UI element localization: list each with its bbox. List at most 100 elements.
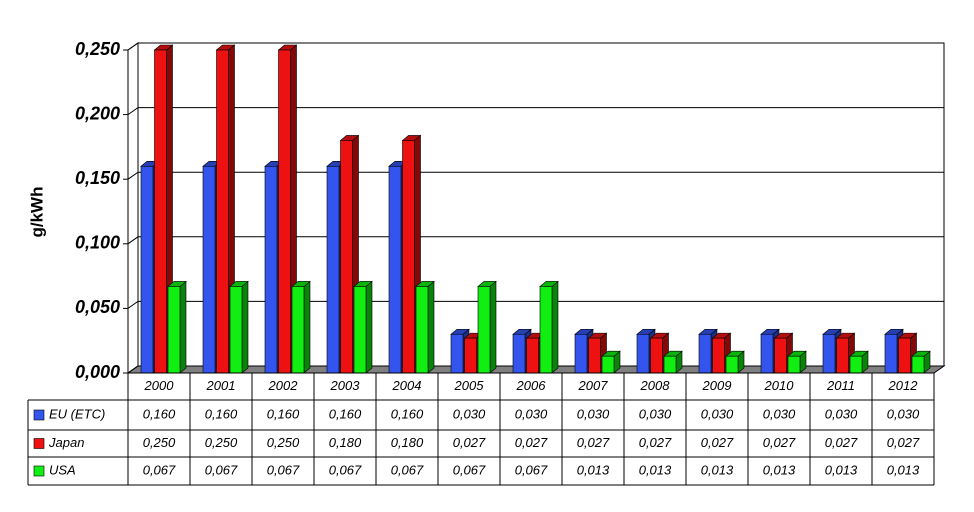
table-value: 0,027 xyxy=(701,435,734,450)
y-tick-label: 0,000 xyxy=(75,362,120,382)
x-tick-label: 2011 xyxy=(826,378,855,393)
bar xyxy=(167,286,181,374)
table-value: 0,067 xyxy=(267,462,300,477)
x-tick-label: 2004 xyxy=(392,378,422,393)
table-value: 0,180 xyxy=(329,435,362,450)
table-value: 0,160 xyxy=(391,406,424,421)
x-tick-label: 2010 xyxy=(764,378,795,393)
bar xyxy=(601,355,615,374)
bar xyxy=(774,337,787,374)
bar xyxy=(588,337,601,374)
x-tick-label: 2005 xyxy=(454,378,485,393)
x-tick-label: 2012 xyxy=(888,378,919,393)
legend-label: USA xyxy=(49,462,76,477)
table-value: 0,067 xyxy=(453,462,486,477)
grid-line xyxy=(127,107,944,116)
bar xyxy=(884,333,898,374)
bar xyxy=(353,286,367,374)
bar-side xyxy=(241,280,249,374)
table-value: 0,067 xyxy=(515,462,548,477)
table-value: 0,067 xyxy=(143,462,176,477)
bar xyxy=(849,355,863,374)
bar xyxy=(464,337,477,374)
table-value: 0,030 xyxy=(887,406,920,421)
y-axis-label: g/kWh xyxy=(27,187,46,238)
bar xyxy=(278,49,291,374)
bar xyxy=(911,355,925,374)
legend-label: Japan xyxy=(48,435,84,450)
bar-side xyxy=(365,280,373,374)
bar-side xyxy=(303,280,311,374)
bar xyxy=(663,355,677,374)
bar xyxy=(402,140,415,374)
grid-line xyxy=(127,171,944,180)
table-value: 0,013 xyxy=(763,462,796,477)
table-value: 0,250 xyxy=(267,435,300,450)
x-tick-label: 2003 xyxy=(330,378,361,393)
table-value: 0,013 xyxy=(825,462,858,477)
bar xyxy=(264,165,278,374)
table-value: 0,027 xyxy=(887,435,920,450)
y-tick-label: 0,050 xyxy=(75,297,120,317)
bar xyxy=(898,337,911,374)
bar xyxy=(698,333,712,374)
table-value: 0,013 xyxy=(639,462,672,477)
table-value: 0,027 xyxy=(763,435,796,450)
legend-swatch xyxy=(33,465,45,477)
table-value: 0,067 xyxy=(205,462,238,477)
bar xyxy=(539,286,553,374)
bar xyxy=(216,49,229,374)
x-tick-label: 2009 xyxy=(702,378,732,393)
bar xyxy=(512,333,526,374)
bar xyxy=(836,337,849,374)
legend-swatch xyxy=(33,438,45,449)
x-tick-label: 2008 xyxy=(640,378,671,393)
bar xyxy=(291,286,305,374)
table-value: 0,013 xyxy=(887,462,920,477)
bar xyxy=(712,337,725,374)
x-tick-label: 2002 xyxy=(268,378,299,393)
table-value: 0,027 xyxy=(515,435,548,450)
table-value: 0,250 xyxy=(205,435,238,450)
grid-line xyxy=(127,42,944,51)
y-tick-label: 0,200 xyxy=(75,103,120,123)
bar xyxy=(636,333,650,374)
bar xyxy=(574,333,588,374)
bar xyxy=(526,337,539,374)
table-value: 0,067 xyxy=(329,462,362,477)
table-value: 0,013 xyxy=(577,462,610,477)
bar xyxy=(140,165,154,374)
x-tick-label: 2001 xyxy=(206,378,236,393)
y-tick-label: 0,150 xyxy=(75,168,120,188)
bar xyxy=(388,165,402,374)
bar-side xyxy=(489,280,497,374)
bar xyxy=(415,286,429,374)
bar xyxy=(787,355,801,374)
table-value: 0,013 xyxy=(701,462,734,477)
table-value: 0,160 xyxy=(329,406,362,421)
legend-swatch xyxy=(33,409,45,421)
grid-line xyxy=(127,300,944,309)
x-tick-label: 2006 xyxy=(516,378,547,393)
table-value: 0,027 xyxy=(825,435,858,450)
x-tick-label: 2000 xyxy=(144,378,175,393)
table-value: 0,180 xyxy=(391,435,424,450)
table-value: 0,027 xyxy=(639,435,672,450)
bar xyxy=(477,286,491,374)
y-tick-label: 0,100 xyxy=(75,233,120,253)
table-value: 0,027 xyxy=(453,435,486,450)
x-tick-label: 2007 xyxy=(578,378,609,393)
bar xyxy=(202,165,216,374)
table-value: 0,030 xyxy=(825,406,858,421)
bar xyxy=(154,49,167,374)
table-value: 0,250 xyxy=(143,435,176,450)
bar-side xyxy=(179,280,187,374)
table-value: 0,030 xyxy=(639,406,672,421)
table-value: 0,160 xyxy=(205,406,238,421)
bar xyxy=(725,355,739,374)
table-value: 0,030 xyxy=(577,406,610,421)
bar xyxy=(326,165,340,374)
legend-label: EU (ETC) xyxy=(49,406,105,421)
bar-side xyxy=(551,280,559,374)
